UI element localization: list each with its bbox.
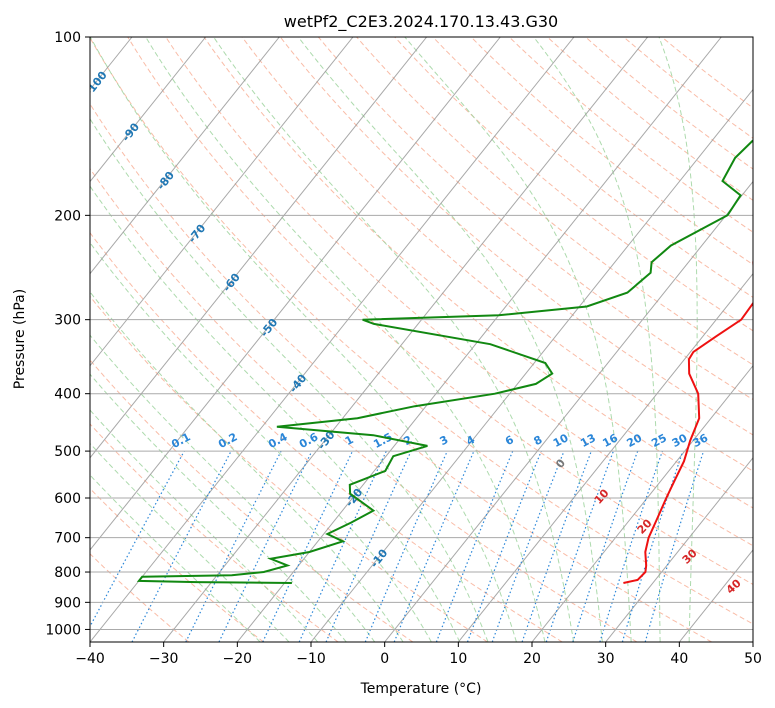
moist-adiabat	[90, 241, 432, 642]
y-tick-label: 300	[54, 313, 81, 329]
mixing-ratio-line	[185, 450, 282, 642]
dry-adiabat	[90, 423, 339, 642]
y-tick-label: 400	[54, 387, 81, 403]
mixing-ratio-line	[435, 450, 514, 642]
dry-adiabat	[90, 487, 264, 642]
isotherm	[90, 37, 428, 459]
moist-adiabat	[90, 442, 290, 642]
y-tick-label: 200	[54, 208, 81, 224]
mixing-ratio-line	[599, 450, 663, 642]
mixing-ratio-label: 10	[551, 431, 571, 450]
mixing-ratio-line	[90, 450, 185, 628]
mixing-ratio-label: 13	[578, 431, 598, 450]
dry-adiabat	[279, 37, 753, 436]
isotherm	[90, 37, 575, 642]
y-tick-label: 800	[54, 565, 81, 581]
moist-adiabat	[658, 37, 698, 642]
y-tick-label: 500	[54, 444, 81, 460]
plot-background	[90, 37, 753, 642]
isotherm	[752, 641, 753, 642]
isotherm	[163, 37, 649, 642]
background-lines	[0, 37, 753, 642]
y-tick-label: 900	[54, 595, 81, 611]
moist-adiabat	[90, 37, 517, 642]
moist-adiabat	[404, 37, 632, 642]
mixing-ratio-line	[644, 450, 705, 642]
y-tick-label: 600	[54, 491, 81, 507]
isotherm	[457, 272, 753, 642]
dry-adiabat	[394, 37, 753, 332]
x-tick-label: −20	[223, 651, 253, 667]
moist-adiabat	[90, 291, 404, 642]
mixing-ratio-line	[545, 450, 614, 642]
dry-adiabat	[90, 103, 712, 642]
dry-adiabat	[356, 37, 753, 366]
moist-adiabat	[90, 334, 376, 642]
moist-adiabat	[90, 117, 489, 642]
x-tick-label: 40	[670, 651, 688, 667]
mixing-ratio-line	[621, 450, 684, 642]
chart-title: wetPf2_C2E3.2024.170.13.43.G30	[284, 12, 558, 32]
isotherm	[90, 37, 207, 183]
plot-frame	[89, 36, 754, 643]
mixing-ratio-line	[521, 450, 592, 642]
y-tick-label: 100	[54, 30, 81, 46]
y-tick-label: 700	[54, 531, 81, 547]
moist-adiabat	[145, 37, 546, 642]
moist-adiabat	[90, 474, 261, 642]
isotherm	[531, 364, 753, 642]
dry-adiabat	[203, 37, 753, 509]
mixing-ratio-line	[572, 450, 639, 642]
mixing-ratio-line	[364, 450, 448, 642]
x-tick-label: 0	[380, 651, 389, 667]
isotherm	[384, 180, 753, 642]
x-tick-label: 50	[744, 651, 762, 667]
mixing-ratio-label: 25	[649, 431, 669, 450]
isotherm	[90, 37, 280, 275]
dewpoint-line	[136, 139, 753, 584]
dry-adiabat	[90, 553, 190, 642]
moist-adiabat	[297, 37, 603, 642]
x-tick-label: 30	[597, 651, 615, 667]
mixing-ratio-label: 16	[600, 431, 620, 450]
isotherm	[90, 37, 354, 367]
dry-adiabat	[90, 295, 488, 642]
mixing-ratio-label: 20	[625, 431, 645, 450]
profiles	[136, 139, 753, 584]
moist-adiabat	[90, 409, 319, 642]
y-axis: 100 200 300 400 500 600 700 800 900 1000	[45, 30, 90, 638]
moist-adiabat	[90, 185, 461, 642]
mixing-ratio-label: 36	[691, 431, 711, 450]
isotherm	[90, 37, 501, 551]
dry-adiabat	[90, 37, 753, 625]
mixing-ratio-line	[491, 450, 565, 642]
x-tick-label: −40	[75, 651, 105, 667]
y-axis-title: Pressure (hPa)	[12, 289, 28, 389]
x-tick-label: −10	[296, 651, 326, 667]
temperature-line	[623, 257, 753, 584]
isotherm	[236, 37, 722, 642]
isotherm	[605, 457, 753, 642]
mixing-ratio-line	[325, 450, 412, 642]
mixing-ratio-line	[393, 450, 475, 642]
dry-adiabat	[241, 37, 753, 472]
x-tick-label: 20	[523, 651, 541, 667]
y-tick-label: 1000	[45, 622, 81, 638]
mixing-ratio-line	[466, 450, 542, 642]
mixing-ratio-label: 30	[670, 431, 690, 450]
dry-adiabat	[432, 37, 753, 298]
x-axis: −40 −30 −20 −10 0 10 20 30 40 50	[75, 642, 762, 667]
isotherm	[0, 37, 58, 642]
x-axis-title: Temperature (°C)	[360, 681, 482, 697]
moist-adiabat	[213, 37, 575, 642]
isotherm	[310, 88, 753, 642]
x-tick-label: −30	[149, 651, 179, 667]
pressure-grid	[90, 37, 753, 630]
x-tick-label: 10	[449, 651, 467, 667]
